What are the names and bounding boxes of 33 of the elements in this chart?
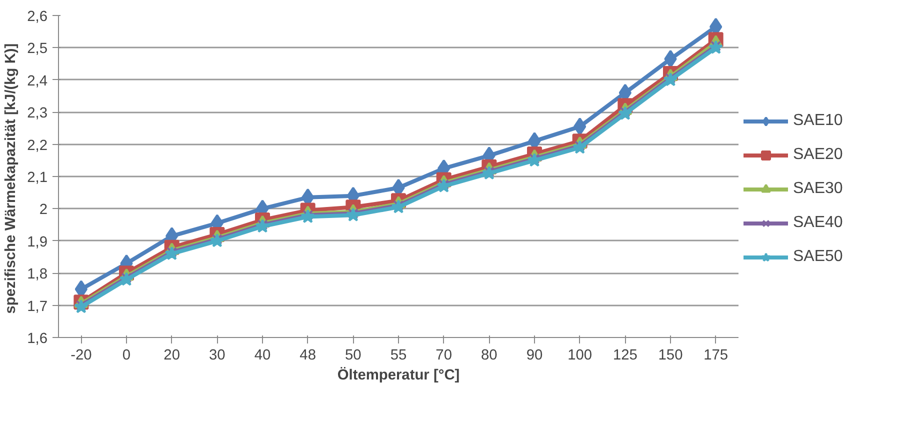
x-tick-label: 150 — [658, 348, 683, 364]
legend-label: SAE30 — [793, 180, 843, 198]
y-axis-title: spezifische Wärmekapazität [kJ/(kg K)] — [3, 43, 20, 314]
y-tick-label: 2,1 — [27, 170, 48, 186]
x-axis-title: Öltemperatur [°C] — [337, 366, 460, 384]
x-tick-label: 90 — [526, 348, 543, 364]
x-tick-label: 55 — [390, 348, 407, 364]
y-tick-label: 2,2 — [27, 138, 48, 154]
y-tick-label: 1,8 — [27, 266, 48, 283]
x-tick-label: 125 — [612, 348, 638, 364]
legend-label: SAE20 — [793, 146, 843, 164]
legend-label: SAE40 — [793, 214, 843, 232]
x-tick-label: 30 — [209, 348, 226, 364]
x-tick-label: 20 — [164, 348, 180, 364]
x-tick-label: 48 — [300, 348, 316, 364]
x-tick-label: -20 — [70, 348, 92, 364]
x-tick-label: 40 — [254, 348, 271, 364]
x-tick-label: 70 — [436, 348, 452, 364]
x-tick-label: 80 — [481, 348, 498, 364]
x-tick-label: 175 — [704, 348, 728, 364]
y-tick-label: 2,5 — [27, 41, 48, 58]
y-tick-label: 1,6 — [27, 331, 48, 347]
y-tick-label: 2,6 — [27, 9, 48, 25]
x-tick-label: 100 — [568, 348, 592, 364]
legend-label: SAE10 — [793, 112, 843, 130]
y-tick-label: 1,7 — [27, 298, 48, 315]
y-tick-label: 1,9 — [27, 234, 48, 250]
x-tick-label: 0 — [122, 348, 131, 364]
x-tick-label: 50 — [345, 348, 362, 364]
legend-label: SAE50 — [793, 248, 843, 266]
y-tick-label: 2,3 — [27, 106, 48, 122]
y-tick-label: 2 — [39, 202, 48, 218]
y-tick-label: 2,4 — [27, 73, 48, 90]
